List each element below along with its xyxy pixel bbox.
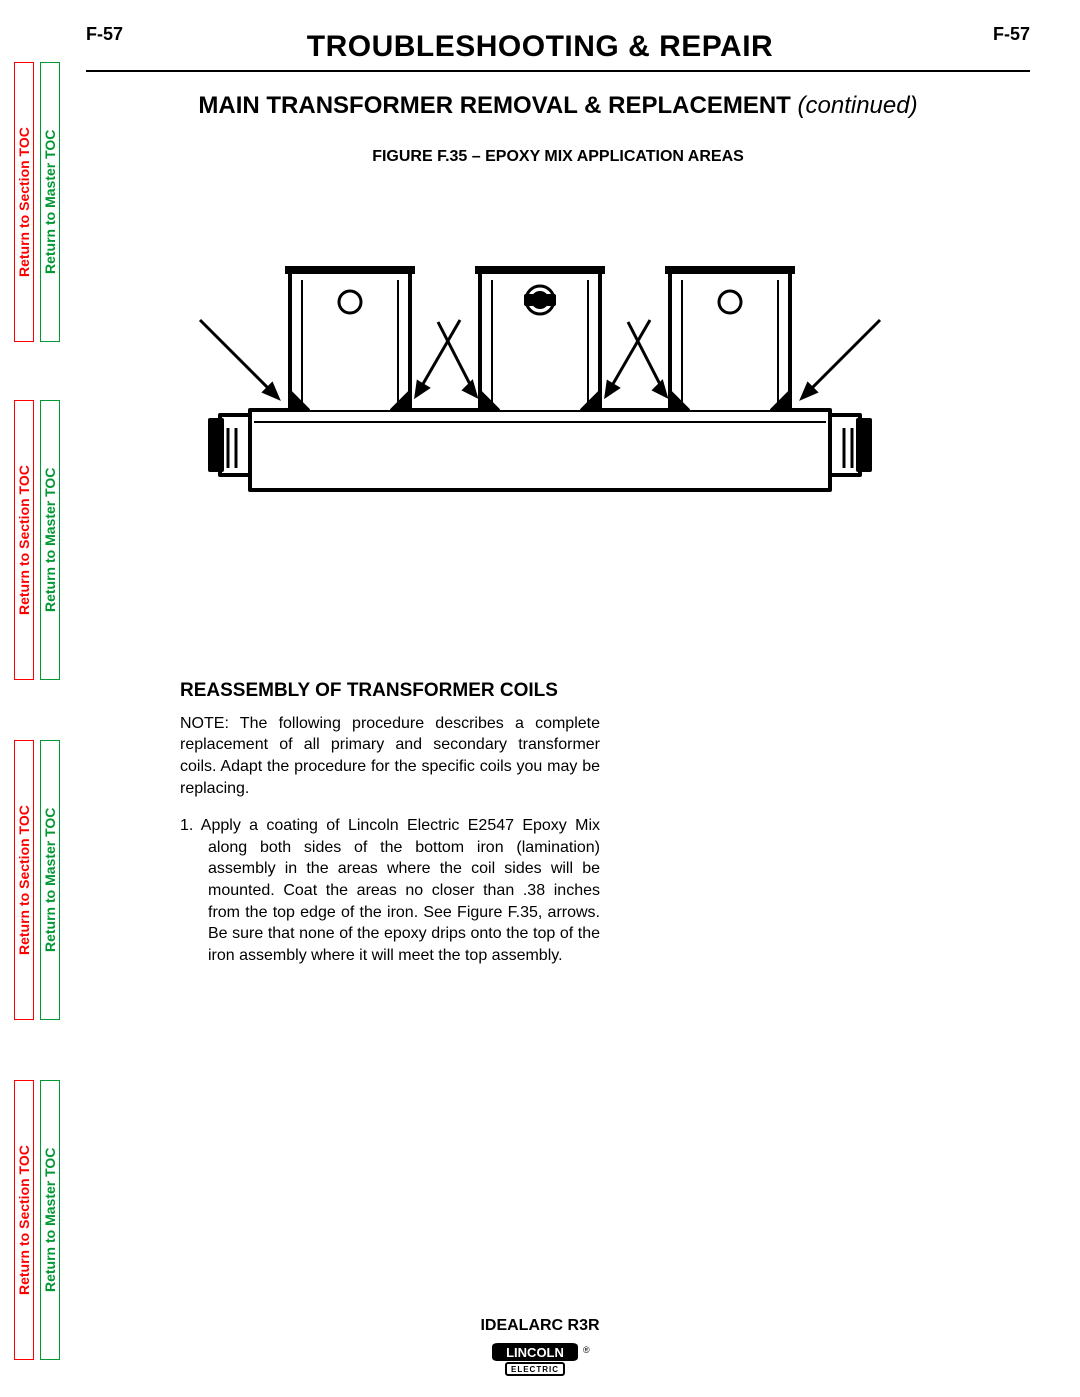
step-1-number: 1. [180,817,201,834]
footer-model: IDEALARC R3R [0,1317,1080,1335]
note-paragraph: NOTE: The following procedure describes … [180,713,600,799]
figure-caption: FIGURE F.35 – EPOXY MIX APPLICATION AREA… [86,148,1030,166]
section-subtitle: MAIN TRANSFORMER REMOVAL & REPLACEMENT (… [86,92,1030,120]
svg-text:LINCOLN: LINCOLN [506,1345,564,1360]
svg-text:ELECTRIC: ELECTRIC [511,1365,559,1374]
page: Return to Section TOC Return to Master T… [0,0,1080,1397]
figure-diagram [180,200,900,540]
return-master-toc-tab[interactable]: Return to Master TOC [40,62,60,342]
step-1-text: Apply a coating of Lincoln Electric E254… [201,817,600,964]
subtitle-continued: (continued) [791,92,918,119]
return-section-toc-tab[interactable]: Return to Section TOC [14,400,34,680]
return-section-toc-tab[interactable]: Return to Section TOC [14,740,34,1020]
page-title: TROUBLESHOOTING & REPAIR [0,30,1080,64]
section-heading: REASSEMBLY OF TRANSFORMER COILS [180,680,600,703]
return-master-toc-tab[interactable]: Return to Master TOC [40,400,60,680]
return-master-toc-tab[interactable]: Return to Master TOC [40,740,60,1020]
svg-text:®: ® [583,1345,590,1355]
step-1: 1. Apply a coating of Lincoln Electric E… [180,815,600,966]
return-section-toc-tab[interactable]: Return to Section TOC [14,62,34,342]
body-column: REASSEMBLY OF TRANSFORMER COILS NOTE: Th… [180,680,600,966]
lincoln-electric-logo: LINCOLN ® ELECTRIC [490,1343,590,1377]
subtitle-main: MAIN TRANSFORMER REMOVAL & REPLACEMENT [198,92,790,119]
header-rule [86,70,1030,72]
